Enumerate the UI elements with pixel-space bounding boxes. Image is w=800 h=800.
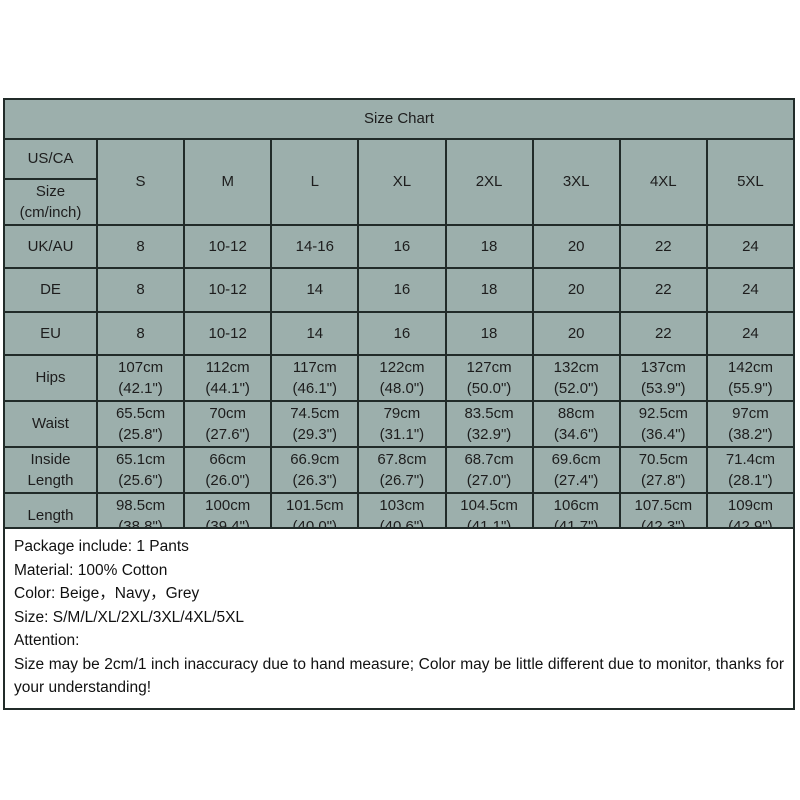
- note-package: Package include: 1 Pants: [14, 538, 189, 555]
- cell-eu-2xl: 18: [444, 311, 534, 356]
- row-waist: Waist 65.5cm (25.8") 70cm (27.6") 74.5cm (2…: [3, 400, 796, 448]
- cell-waist-5xl: 97cm (38.2"): [705, 400, 796, 448]
- cell-waist-l: 74.5cm (29.3"): [270, 400, 360, 448]
- cell-uk-au-m: 10-12: [183, 224, 273, 269]
- cell-inside-length-4xl: 70.5cm (27.8"): [618, 446, 708, 494]
- cell-inside-length-s: 65.1cm (25.6"): [95, 446, 186, 494]
- cell-waist-xl: 79cm (31.1"): [357, 400, 447, 448]
- cell-inside-length-xl: 67.8cm (26.7"): [357, 446, 447, 494]
- cell-inside-length-l: 66.9cm (26.3"): [270, 446, 360, 494]
- corner-label-usca: US/CA: [3, 138, 98, 180]
- cell-hips-xl: 122cm (48.0"): [357, 354, 447, 402]
- row-de: DE 8 10-12 14 16 18 20 22 24: [3, 267, 796, 313]
- cell-eu-xl: 16: [357, 311, 447, 356]
- cell-de-l: 14: [270, 267, 360, 313]
- note-color: Color: Beige，Navy，Grey: [14, 585, 200, 602]
- cell-eu-l: 14: [270, 311, 360, 356]
- size-col-header-s: S: [95, 138, 186, 226]
- chart-title: Size Chart: [3, 98, 795, 140]
- cell-waist-3xl: 88cm (34.6"): [531, 400, 621, 448]
- size-chart-table: Size Chart US/CA S M L XL 2XL 3XL 4XL 5X…: [3, 98, 796, 540]
- row-label-hips: Hips: [3, 354, 98, 402]
- cell-inside-length-m: 66cm (26.0"): [183, 446, 273, 494]
- cell-hips-5xl: 142cm (55.9"): [705, 354, 796, 402]
- size-col-header-4xl: 4XL: [618, 138, 708, 226]
- header-row-bottom: Size (cm/inch): [3, 178, 794, 226]
- cell-waist-4xl: 92.5cm (36.4"): [618, 400, 708, 448]
- header-row-top: US/CA S M L XL 2XL 3XL 4XL 5XL: [3, 138, 796, 226]
- row-label-eu: EU: [3, 311, 98, 356]
- cell-hips-m: 112cm (44.1"): [183, 354, 273, 402]
- cell-uk-au-l: 14-16: [270, 224, 360, 269]
- cell-waist-s: 65.5cm (25.8"): [95, 400, 186, 448]
- cell-eu-m: 10-12: [183, 311, 273, 356]
- cell-uk-au-2xl: 18: [444, 224, 534, 269]
- cell-inside-length-2xl: 68.7cm (27.0"): [444, 446, 534, 494]
- size-col-header-3xl: 3XL: [531, 138, 621, 226]
- cell-uk-au-3xl: 20: [531, 224, 621, 269]
- cell-hips-l: 117cm (46.1"): [270, 354, 360, 402]
- title-row: Size Chart: [3, 98, 795, 140]
- cell-waist-2xl: 83.5cm (32.9"): [444, 400, 534, 448]
- cell-uk-au-xl: 16: [357, 224, 447, 269]
- row-label-waist: Waist: [3, 400, 98, 448]
- row-label-uk-au: UK/AU: [3, 224, 98, 269]
- cell-de-4xl: 22: [618, 267, 708, 313]
- corner-unit-line1: Size: [35, 183, 66, 200]
- cell-waist-m: 70cm (27.6"): [183, 400, 273, 448]
- note-size: Size: S/M/L/XL/2XL/3XL/4XL/5XL: [14, 608, 245, 626]
- cell-inside-length-5xl: 71.4cm (28.1"): [705, 446, 796, 494]
- cell-de-s: 8: [95, 267, 186, 313]
- size-col-header-xl: XL: [357, 138, 447, 226]
- note-material: Material: 100% Cotton: [14, 561, 168, 579]
- size-col-header-5xl: 5XL: [705, 138, 796, 226]
- cell-hips-2xl: 127cm (50.0"): [444, 354, 534, 402]
- row-uk-au: UK/AU 8 10-12 14-16 16 18 20 22 24: [3, 224, 796, 269]
- cell-de-3xl: 20: [531, 267, 621, 313]
- corner-label-unit: Size (cm/inch): [3, 178, 98, 226]
- row-hips: Hips 107cm (42.1") 112cm (44.1") 117cm (46.…: [3, 354, 796, 402]
- cell-inside-length-3xl: 69.6cm (27.4"): [531, 446, 621, 494]
- row-label-inside-length: Inside Length: [3, 446, 98, 494]
- cell-hips-3xl: 132cm (52.0"): [531, 354, 621, 402]
- cell-uk-au-s: 8: [95, 224, 186, 269]
- cell-de-2xl: 18: [444, 267, 534, 313]
- cell-eu-4xl: 22: [618, 311, 708, 356]
- corner-unit-line2: (cm/inch): [19, 204, 82, 221]
- cell-hips-4xl: 137cm (53.9"): [618, 354, 708, 402]
- cell-de-xl: 16: [357, 267, 447, 313]
- cell-uk-au-4xl: 22: [618, 224, 708, 269]
- cell-de-m: 10-12: [183, 267, 273, 313]
- size-col-header-2xl: 2XL: [444, 138, 534, 226]
- row-label-de: DE: [3, 267, 98, 313]
- size-col-header-m: M: [183, 138, 273, 226]
- note-attention: Attention:: [14, 632, 80, 649]
- cell-eu-5xl: 24: [705, 311, 796, 356]
- cell-hips-s: 107cm (42.1"): [95, 354, 186, 402]
- notes-box: Package include: 1 Pants Material: 100% …: [3, 527, 795, 710]
- cell-uk-au-5xl: 24: [705, 224, 796, 269]
- cell-eu-3xl: 20: [531, 311, 621, 356]
- size-col-header-l: L: [270, 138, 360, 226]
- note-disclaimer: Size may be 2cm/1 inch inaccuracy due to…: [14, 655, 784, 697]
- row-inside-length: Inside Length 65.1cm (25.6") 66cm (26.0") …: [3, 446, 796, 494]
- cell-de-5xl: 24: [705, 267, 796, 313]
- row-eu: EU 8 10-12 14 16 18 20 22 24: [3, 311, 796, 356]
- cell-eu-s: 8: [95, 311, 186, 356]
